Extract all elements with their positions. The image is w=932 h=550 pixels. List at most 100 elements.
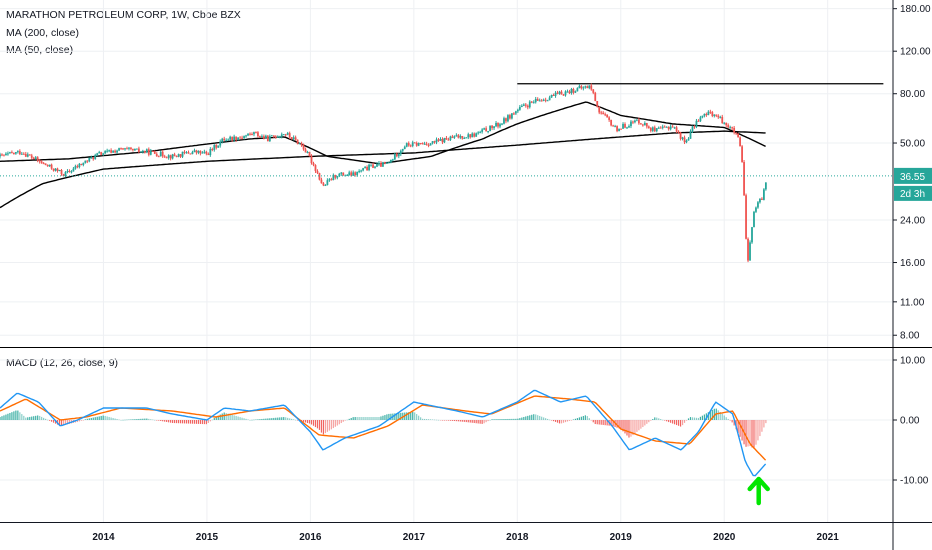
signal-line xyxy=(0,395,767,461)
macd-y-tick-label: 10.00 xyxy=(900,356,925,367)
macd-histogram-bar xyxy=(80,420,82,421)
candle-up xyxy=(673,127,676,129)
macd-histogram-bar xyxy=(219,414,221,420)
ma50-legend[interactable]: MA (50, close) xyxy=(6,44,74,56)
candle-up xyxy=(630,121,632,127)
macd-histogram-bar xyxy=(681,420,684,426)
macd-histogram-bar xyxy=(505,418,507,420)
macd-histogram-bar xyxy=(203,420,205,425)
candle-up xyxy=(753,211,755,228)
candle-up xyxy=(636,119,638,121)
candle-down xyxy=(645,123,648,127)
macd-histogram-bar xyxy=(656,417,658,420)
macd-histogram-bar xyxy=(211,419,213,421)
candle-up xyxy=(104,151,107,154)
candle-up xyxy=(197,150,200,153)
candle-up xyxy=(435,139,438,143)
candle-up xyxy=(622,123,624,129)
last-price-label: 36.55 xyxy=(900,172,925,183)
y-tick-label: 16.00 xyxy=(900,258,925,269)
candle-up xyxy=(72,168,75,172)
macd-histogram-bar xyxy=(562,420,565,423)
macd-histogram-bar xyxy=(372,417,374,420)
macd-histogram-bar xyxy=(677,420,680,426)
candle-up xyxy=(582,87,585,89)
candle-up xyxy=(48,164,51,167)
macd-histogram-bar xyxy=(86,418,88,420)
macd-histogram-bar xyxy=(477,420,479,424)
macd-histogram-bar xyxy=(354,417,356,420)
macd-histogram-bar xyxy=(195,420,198,424)
macd-histogram-bar xyxy=(293,419,295,420)
macd-histogram-bar xyxy=(209,420,211,422)
candle-up xyxy=(755,207,757,212)
macd-histogram-bar xyxy=(445,420,448,421)
candle-down xyxy=(721,116,724,124)
macd-histogram-bar xyxy=(604,420,606,426)
candle-up xyxy=(588,85,591,89)
candle-up xyxy=(566,91,569,93)
macd-histogram-bar xyxy=(322,420,325,435)
macd-histogram-bar xyxy=(527,415,529,420)
candle-up xyxy=(221,138,224,142)
candle-down xyxy=(445,137,448,140)
candle-down xyxy=(143,150,146,153)
candle-up xyxy=(391,159,394,161)
candle-down xyxy=(747,238,749,261)
candle-down xyxy=(647,126,650,129)
candle-down xyxy=(505,118,507,122)
candle-down xyxy=(314,165,317,171)
macd-histogram-bar xyxy=(287,417,289,420)
macd-histogram-bar xyxy=(136,419,138,420)
macd-histogram-bar xyxy=(668,420,670,423)
candle-up xyxy=(0,154,1,157)
macd-histogram-bar xyxy=(731,420,733,423)
candle-up xyxy=(757,202,759,208)
macd-histogram-bar xyxy=(457,420,459,422)
candle-up xyxy=(483,128,486,130)
candle-up xyxy=(707,111,710,116)
candle-down xyxy=(290,137,293,140)
candle-down xyxy=(187,152,190,154)
macd-histogram-bar xyxy=(50,420,53,422)
candle-up xyxy=(489,125,491,132)
candle-down xyxy=(132,149,134,151)
candle-down xyxy=(175,156,178,158)
y-tick-label: 24.00 xyxy=(900,216,925,227)
candle-up xyxy=(516,109,519,112)
grid-lines xyxy=(0,0,892,522)
macd-histogram-bar xyxy=(547,418,549,420)
macd-histogram-bar xyxy=(58,420,61,426)
candle-up xyxy=(550,94,553,98)
macd-histogram-bar xyxy=(658,418,660,420)
candle-up xyxy=(687,138,690,141)
candle-down xyxy=(155,153,158,157)
macd-histogram-bar xyxy=(588,418,590,420)
candle-down xyxy=(249,133,251,135)
candle-up xyxy=(360,170,363,172)
candle-up xyxy=(219,141,222,146)
macd-histogram-bar xyxy=(574,418,577,420)
macd-histogram-bar xyxy=(721,413,723,420)
macd-histogram-bar xyxy=(497,419,499,420)
macd-histogram-bar xyxy=(45,418,47,420)
ma200-legend[interactable]: MA (200, close) xyxy=(6,27,79,39)
candle-up xyxy=(213,144,216,150)
candle-down xyxy=(469,134,472,138)
candle-down xyxy=(304,149,307,153)
candle-up xyxy=(481,129,484,132)
macd-histogram-bar xyxy=(467,420,469,423)
macd-histogram-bar xyxy=(249,419,251,421)
macd-histogram-bar xyxy=(459,420,461,422)
candle-up xyxy=(628,126,630,128)
candle-up xyxy=(657,127,660,129)
macd-histogram-bar xyxy=(142,418,144,420)
macd-histogram-bar xyxy=(745,420,747,447)
macd-histogram-bar xyxy=(364,417,366,420)
macd-histogram-bar xyxy=(174,420,176,424)
macd-histogram-bar xyxy=(316,420,319,429)
candle-up xyxy=(278,136,281,138)
candle-down xyxy=(491,125,493,129)
